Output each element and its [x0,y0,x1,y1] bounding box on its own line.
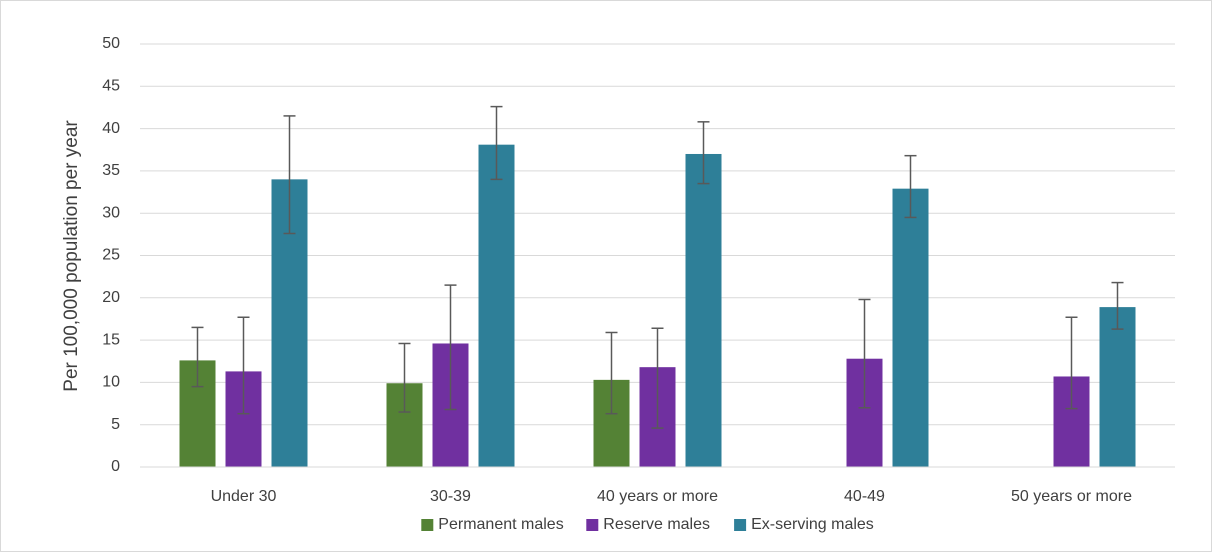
legend-label: Permanent males [438,516,563,533]
legend-label: Reserve males [603,516,710,533]
y-tick-label: 10 [102,374,120,391]
y-tick-label: 40 [102,120,120,137]
legend-swatch [586,519,599,531]
bar [892,188,929,467]
legend-swatch [734,519,747,531]
y-tick-label: 30 [102,204,120,221]
legend-swatch [421,519,434,531]
bar [685,153,722,468]
legend-label: Ex-serving males [751,516,874,533]
y-tick-label: 35 [102,162,120,179]
y-tick-label: 25 [102,247,120,264]
y-tick-label: 0 [111,458,120,475]
bar [478,144,515,467]
x-tick-label: 50 years or more [1011,488,1132,505]
x-tick-label: 40 years or more [597,488,718,505]
y-axis-label: Per 100,000 population per year [61,120,82,392]
x-tick-label: 30-39 [430,488,471,505]
y-tick-label: 50 [102,35,120,52]
y-tick-label: 15 [102,331,120,348]
y-tick-label: 20 [102,289,120,306]
y-tick-label: 5 [111,416,120,433]
x-tick-label: 40-49 [844,488,885,505]
bar [1099,307,1136,467]
y-tick-label: 45 [102,78,120,95]
x-tick-label: Under 30 [211,488,277,505]
